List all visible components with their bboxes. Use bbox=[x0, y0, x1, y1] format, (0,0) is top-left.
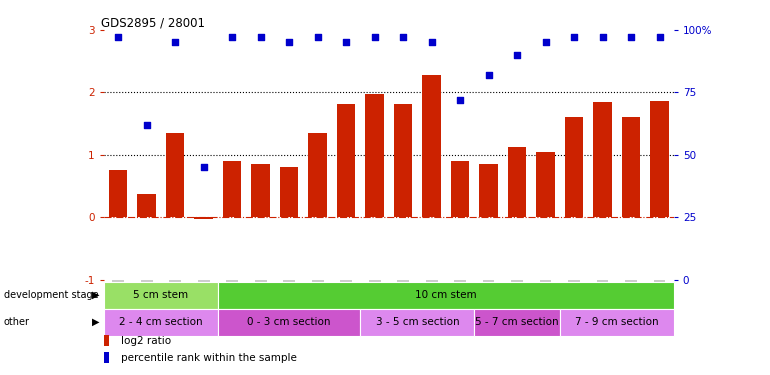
Bar bbox=[593, 102, 612, 217]
Point bbox=[368, 34, 380, 40]
Bar bbox=[104, 352, 109, 363]
Point bbox=[197, 164, 209, 170]
Bar bbox=[137, 194, 156, 217]
Text: other: other bbox=[4, 317, 30, 327]
Point bbox=[539, 39, 551, 45]
Point bbox=[112, 34, 125, 40]
Point bbox=[169, 39, 182, 45]
Text: development stage: development stage bbox=[4, 290, 99, 300]
Point bbox=[625, 34, 638, 40]
Point bbox=[311, 34, 323, 40]
Bar bbox=[560, 309, 674, 336]
Point bbox=[596, 34, 608, 40]
Bar bbox=[194, 217, 213, 219]
Bar bbox=[360, 309, 474, 336]
Point bbox=[482, 72, 494, 78]
Bar bbox=[223, 161, 242, 218]
Bar bbox=[422, 75, 441, 217]
Text: GDS2895 / 28001: GDS2895 / 28001 bbox=[101, 17, 205, 30]
Text: 5 cm stem: 5 cm stem bbox=[133, 290, 189, 300]
Point bbox=[397, 34, 410, 40]
Point bbox=[454, 97, 467, 103]
Point bbox=[254, 34, 266, 40]
Bar bbox=[280, 167, 299, 217]
Text: ▶: ▶ bbox=[92, 290, 100, 300]
Bar bbox=[474, 309, 560, 336]
Text: 7 - 9 cm section: 7 - 9 cm section bbox=[575, 317, 658, 327]
Bar bbox=[166, 133, 185, 218]
Text: 5 - 7 cm section: 5 - 7 cm section bbox=[475, 317, 559, 327]
Bar bbox=[507, 147, 527, 218]
Bar bbox=[650, 100, 669, 218]
Bar bbox=[536, 152, 555, 217]
Text: ▶: ▶ bbox=[92, 317, 100, 327]
Text: percentile rank within the sample: percentile rank within the sample bbox=[121, 353, 297, 363]
Bar bbox=[218, 309, 360, 336]
Bar bbox=[336, 104, 356, 218]
Point bbox=[226, 34, 239, 40]
Point bbox=[511, 52, 524, 58]
Bar bbox=[104, 309, 218, 336]
Bar bbox=[218, 282, 674, 309]
Point bbox=[340, 39, 353, 45]
Bar bbox=[393, 104, 413, 218]
Bar bbox=[479, 164, 498, 218]
Bar bbox=[308, 133, 327, 218]
Point bbox=[283, 39, 296, 45]
Bar bbox=[109, 171, 128, 217]
Text: 10 cm stem: 10 cm stem bbox=[415, 290, 477, 300]
Bar bbox=[104, 282, 218, 309]
Bar bbox=[104, 335, 109, 346]
Bar bbox=[365, 94, 384, 218]
Bar bbox=[564, 117, 584, 218]
Point bbox=[140, 122, 152, 128]
Point bbox=[425, 39, 437, 45]
Bar bbox=[621, 117, 641, 218]
Text: 3 - 5 cm section: 3 - 5 cm section bbox=[376, 317, 459, 327]
Text: 0 - 3 cm section: 0 - 3 cm section bbox=[247, 317, 331, 327]
Bar bbox=[450, 161, 470, 218]
Point bbox=[653, 34, 665, 40]
Text: log2 ratio: log2 ratio bbox=[121, 336, 171, 346]
Point bbox=[567, 34, 581, 40]
Bar bbox=[251, 164, 270, 218]
Text: 2 - 4 cm section: 2 - 4 cm section bbox=[119, 317, 203, 327]
